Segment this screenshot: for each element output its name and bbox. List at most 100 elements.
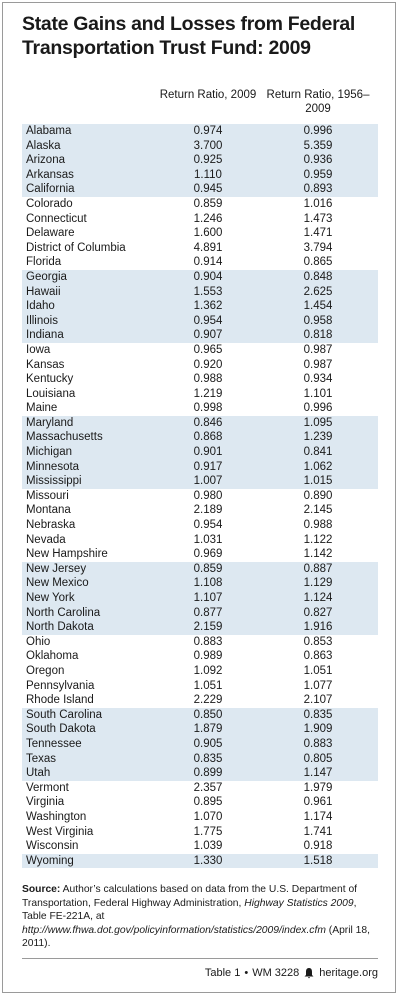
state-name: Michigan xyxy=(26,446,73,459)
ratio-value: 1.095 xyxy=(303,416,333,429)
table-row: Nevada 1.031 1.122 xyxy=(22,533,378,548)
table-row: Delaware 1.600 1.471 xyxy=(22,226,378,241)
ratio-value: 0.863 xyxy=(303,650,333,663)
ratio-value: 1.330 xyxy=(193,854,223,867)
state-name: South Carolina xyxy=(26,708,103,721)
ratio-value: 1.362 xyxy=(193,300,223,313)
table-row: Maine 0.998 0.996 xyxy=(22,401,378,416)
table-row: Kansas 0.920 0.987 xyxy=(22,358,378,373)
table-row: Washington 1.070 1.174 xyxy=(22,810,378,825)
table-row: District of Columbia 4.891 3.794 xyxy=(22,241,378,256)
table-row: South Dakota 1.879 1.909 xyxy=(22,722,378,737)
state-name: North Dakota xyxy=(26,621,94,634)
state-name: California xyxy=(26,183,75,196)
bell-icon xyxy=(304,968,314,979)
table-row: Massachusetts 0.868 1.239 xyxy=(22,430,378,446)
ratio-value: 1.015 xyxy=(303,475,333,488)
table-row: Nebraska 0.954 0.988 xyxy=(22,518,378,533)
table-row: Colorado 0.859 1.016 xyxy=(22,197,378,212)
title: State Gains and Losses from Federal Tran… xyxy=(22,12,355,60)
state-name: Kentucky xyxy=(26,373,74,386)
ratio-value: 0.920 xyxy=(193,358,223,371)
ratio-value: 0.988 xyxy=(303,519,333,532)
ratio-value: 0.969 xyxy=(193,548,223,561)
table-row: Vermont 2.357 1.979 xyxy=(22,781,378,796)
table-row: Alabama 0.974 0.996 xyxy=(22,124,378,139)
ratio-value: 4.891 xyxy=(193,241,223,254)
ratio-value: 1.062 xyxy=(303,460,333,473)
state-name: Florida xyxy=(26,256,62,269)
ratio-value: 1.142 xyxy=(303,548,333,561)
state-name: Delaware xyxy=(26,227,75,240)
ratio-value: 0.974 xyxy=(193,125,223,137)
ratio-value: 1.039 xyxy=(193,840,223,853)
table-row: South Carolina 0.850 0.835 xyxy=(22,707,378,723)
ratio-value: 0.954 xyxy=(193,314,223,327)
ratio-value: 1.092 xyxy=(193,664,223,677)
ratio-value: 1.246 xyxy=(193,212,223,225)
state-name: Mississippi xyxy=(26,475,82,488)
state-name: Massachusetts xyxy=(26,431,103,444)
report-number: WM 3228 xyxy=(252,967,300,979)
source-text: Author’s calculations based on data from… xyxy=(22,884,358,909)
state-name: Idaho xyxy=(26,300,55,313)
ratio-value: 0.877 xyxy=(193,606,223,619)
title-line: Transportation Trust Fund: 2009 xyxy=(22,37,311,59)
ratio-value: 1.979 xyxy=(303,781,333,794)
ratio-value: 1.741 xyxy=(303,825,333,838)
ratio-value: 0.925 xyxy=(193,154,223,167)
state-name: Nebraska xyxy=(26,519,76,532)
ratio-value: 1.122 xyxy=(303,533,333,546)
table-row: New Hampshire 0.969 1.142 xyxy=(22,547,378,562)
source-note: Source: Author’s calculations based on d… xyxy=(22,883,372,951)
state-name: Minnesota xyxy=(26,460,80,473)
ratio-value: 1.110 xyxy=(194,168,222,181)
ratio-value: 0.835 xyxy=(303,708,333,721)
table-number: Table 1 xyxy=(204,967,241,979)
state-name: Connecticut xyxy=(26,212,87,225)
ratio-value: 1.916 xyxy=(303,621,333,634)
state-name: Indiana xyxy=(26,329,64,342)
ratio-value: 1.879 xyxy=(193,723,223,736)
table-row: Indiana 0.907 0.818 xyxy=(22,328,378,343)
source-text: , Table FE-221A, at xyxy=(22,897,357,923)
ratio-value: 0.936 xyxy=(303,154,333,167)
state-name: Iowa xyxy=(26,343,51,356)
ratio-value: 1.051 xyxy=(193,679,223,692)
ratio-value: 0.988 xyxy=(193,373,223,386)
table-row: Michigan 0.901 0.841 xyxy=(22,445,378,460)
ratio-value: 1.129 xyxy=(303,577,333,590)
ratio-value: 0.853 xyxy=(303,635,333,648)
ratio-value: 1.124 xyxy=(303,592,333,604)
state-name: Rhode Island xyxy=(26,694,94,707)
state-name: Vermont xyxy=(26,781,69,794)
state-name: Pennsylvania xyxy=(26,679,95,692)
column-header: Return Ratio, 1956–2009 xyxy=(266,89,370,115)
table-row: Mississippi 1.007 1.015 xyxy=(22,474,378,489)
state-name: Tennessee xyxy=(26,737,82,750)
site: heritage.org xyxy=(319,967,378,979)
source-italic: Highway Statistics 2009 xyxy=(244,897,354,909)
state-name: New Hampshire xyxy=(26,548,108,561)
state-name: Ohio xyxy=(26,635,51,648)
ratio-value: 1.007 xyxy=(193,475,223,488)
table-row: Connecticut 1.246 1.473 xyxy=(22,212,378,227)
state-name: Maryland xyxy=(26,416,74,429)
ratio-value: 0.954 xyxy=(193,519,223,532)
ratio-value: 1.016 xyxy=(303,197,333,210)
table-row: West Virginia 1.775 1.741 xyxy=(22,825,378,840)
ratio-value: 0.827 xyxy=(303,606,333,619)
table-row: New Mexico 1.108 1.129 xyxy=(22,576,378,591)
table-row: Alaska 3.700 5.359 xyxy=(22,138,378,154)
ratio-value: 0.893 xyxy=(303,183,333,196)
table-row: Arkansas 1.110 0.959 xyxy=(22,167,378,183)
state-name: Utah xyxy=(26,767,51,780)
ratio-value: 0.934 xyxy=(303,373,333,386)
ratio-value: 2.145 xyxy=(303,504,333,517)
table-row: Kentucky 0.988 0.934 xyxy=(22,372,378,387)
state-name: Alabama xyxy=(26,125,72,137)
ratio-value: 1.600 xyxy=(193,227,223,240)
ratio-value: 0.918 xyxy=(303,840,333,853)
ratio-value: 0.996 xyxy=(303,125,333,137)
